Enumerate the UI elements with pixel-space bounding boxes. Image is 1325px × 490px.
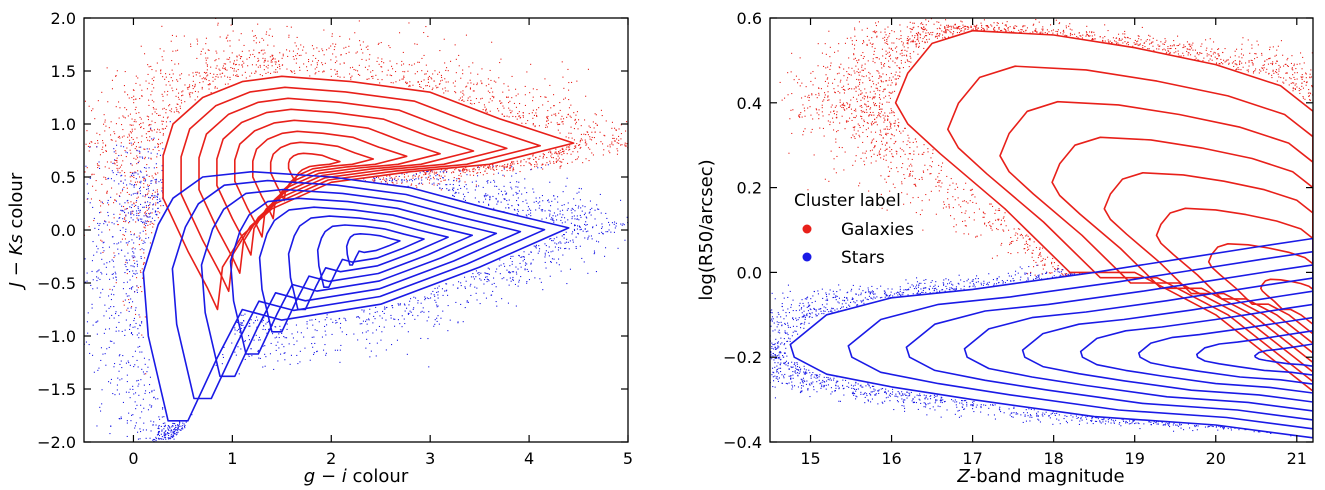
y-tick-label: −0.4 [723,433,762,452]
contours-left [142,75,575,422]
ticks-right: 15 16 17 18 19 20 21 −0.4 −0.2 0.0 0.2 0.4 0.6 [723,9,1313,468]
contour-galaxies-level-7 [287,152,341,184]
chart-left: 0 1 2 3 4 5 −2.0 −1.5 −1.0 −0.5 0.0 0.5 1.0 1.5 2.0 g … [6,9,633,487]
contour-stars-level-0 [789,237,1313,439]
x-tick-label: 19 [1125,449,1145,468]
y-tick-label: 1.5 [51,62,76,81]
ticks-left: 0 1 2 3 4 5 −2.0 −1.5 −1.0 −0.5 0.0 0.5 1.0 1.5 2.0 [37,9,633,468]
scatter-galaxies [779,18,1313,303]
legend-galaxies-label: Galaxies [841,220,914,240]
scatter-stars [84,100,628,442]
x-tick-label: 21 [1287,449,1307,468]
contour-fill-galaxies [163,76,574,310]
contour-stars-level-3 [229,197,498,355]
contour-stars-level-8 [1254,343,1313,368]
y-tick-label: 0.2 [737,179,762,198]
contour-galaxies-level-1 [946,65,1313,383]
contour-galaxies-level-1 [180,86,542,293]
contour-galaxies-level-2 [198,97,508,275]
contour-stars-level-1 [847,250,1313,430]
contour-stars-level-6 [316,224,425,289]
legend-stars-label: Stars [841,248,885,268]
contour-stars-level-7 [1196,329,1313,376]
contour-galaxies-level-0 [162,75,575,311]
legend-title: Cluster label [794,191,901,211]
y-axis-label-left: J − Ks colour [6,172,27,290]
contour-galaxies-level-5 [1155,207,1313,345]
contour-stars-level-4 [1021,290,1313,403]
contour-galaxies-level-3 [1051,136,1313,364]
chart-right: 15 16 17 18 19 20 21 −0.4 −0.2 0.0 0.2 0.4 0.6 Z-ban… [696,9,1314,487]
contour-galaxies-level-4 [1103,172,1313,354]
legend-stars-marker [802,252,812,262]
x-tick-label: 20 [1206,449,1226,468]
plot-frame-right [769,17,1314,443]
contour-galaxies-level-6 [269,141,375,202]
y-tick-label: 0.0 [51,221,76,240]
x-tick-label: 15 [800,449,820,468]
y-tick-label: 2.0 [51,9,76,28]
x-tick-label: 3 [425,449,435,468]
y-tick-label: −1.5 [37,380,76,399]
scatter-points-right [770,18,1313,437]
x-tick-label: 17 [962,449,982,468]
legend: Cluster label Galaxies Stars [794,191,914,268]
y-tick-label: 0.0 [737,263,762,282]
contour-stars-level-1 [171,179,546,400]
contour-stars-level-5 [287,215,449,311]
x-tick-label: 18 [1043,449,1063,468]
y-axis-label-right: log(R50/arcsec) [696,159,717,300]
x-tick-label: 0 [128,449,138,468]
contour-stars-level-2 [200,188,522,378]
y-tick-label: −0.5 [37,274,76,293]
contour-stars-level-5 [1079,303,1313,394]
contour-galaxies-level-5 [252,130,408,220]
x-tick-label: 5 [623,449,633,468]
contour-stars-level-2 [905,264,1313,421]
contour-fill-stars [143,171,569,421]
contour-stars-level-4 [258,206,474,333]
x-tick-label: 4 [524,449,534,468]
contour-galaxies-level-3 [216,108,475,256]
y-tick-label: −2.0 [37,433,76,452]
y-tick-label: 0.6 [737,9,762,28]
legend-galaxies-marker [802,224,812,234]
contour-galaxies-level-7 [1260,278,1313,326]
contour-stars-level-3 [963,277,1313,412]
contour-stars-level-0 [142,170,570,422]
x-tick-label: 16 [881,449,901,468]
contour-galaxies-level-4 [234,119,441,238]
contour-galaxies-level-0 [894,29,1313,392]
y-tick-label: −0.2 [723,348,762,367]
contour-galaxies-level-2 [999,100,1313,373]
y-tick-label: 1.0 [51,115,76,134]
y-tick-label: −1.0 [37,327,76,346]
scatter-stars [770,241,1292,437]
contour-stars-level-6 [1138,316,1313,385]
contour-galaxies-level-6 [1207,243,1313,335]
x-tick-label: 1 [227,449,237,468]
y-tick-label: 0.5 [51,168,76,187]
y-tick-label: 0.4 [737,94,762,113]
x-tick-label: 2 [326,449,336,468]
contour-stars-level-7 [345,233,401,266]
contours-right [789,29,1313,439]
contour-fill-stars [790,238,1313,438]
x-axis-label-left: g − i colour [304,466,409,487]
x-axis-label-right: Z-band magnitude [956,466,1124,487]
